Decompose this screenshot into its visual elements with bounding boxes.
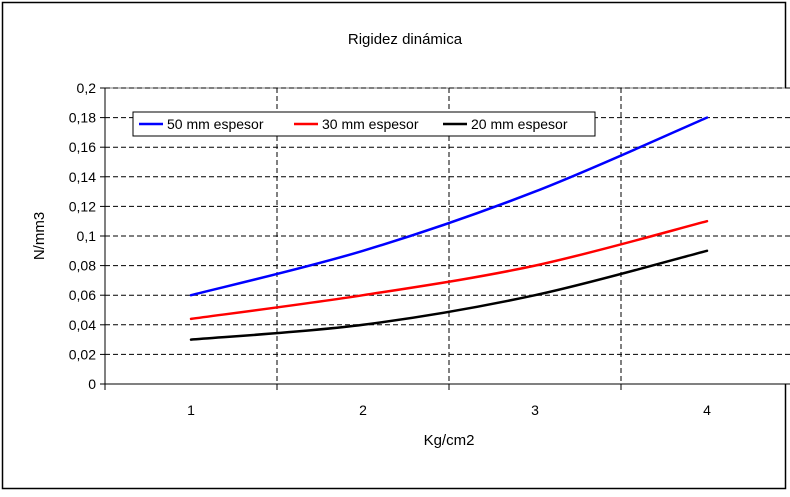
series-line — [189, 116, 709, 297]
legend-label: 50 mm espesor — [167, 116, 264, 132]
y-tick-label: 0,14 — [69, 169, 96, 185]
y-tick-label: 0,08 — [69, 258, 96, 274]
series-line — [189, 249, 709, 341]
x-tick-label: 3 — [531, 402, 539, 418]
legend-box — [132, 111, 596, 137]
x-axis-label: Kg/cm2 — [424, 432, 475, 449]
axis-ticks: 0 0,02 0,04 0,06 0,08 0,1 0,12 0,14 0,16 0,18 0,2 1… — [69, 80, 711, 418]
y-tick-label: 0,16 — [69, 139, 96, 155]
y-tick-label: 0,18 — [69, 110, 96, 126]
legend-label: 20 mm espesor — [471, 116, 568, 132]
y-tick-label: 0,04 — [69, 317, 96, 333]
chart-title: Rigidez dinámica — [348, 31, 463, 48]
x-tick-label: 1 — [187, 402, 195, 418]
y-tick-label: 0,12 — [69, 198, 96, 214]
x-tick-label: 4 — [703, 402, 711, 418]
x-tick-label: 2 — [359, 402, 367, 418]
y-tick-label: 0 — [88, 376, 96, 392]
y-tick-label: 0,2 — [77, 80, 97, 96]
legend-label: 30 mm espesor — [322, 116, 419, 132]
series-lines — [189, 116, 709, 341]
y-tick-label: 0,06 — [69, 287, 96, 303]
y-axis-label: N/mm3 — [31, 212, 48, 260]
legend: 50 mm espesor 30 mm espesor 20 mm espesor — [132, 111, 596, 137]
series-line — [189, 219, 709, 321]
y-tick-label: 0,02 — [69, 346, 96, 362]
y-tick-label: 0,1 — [77, 228, 97, 244]
